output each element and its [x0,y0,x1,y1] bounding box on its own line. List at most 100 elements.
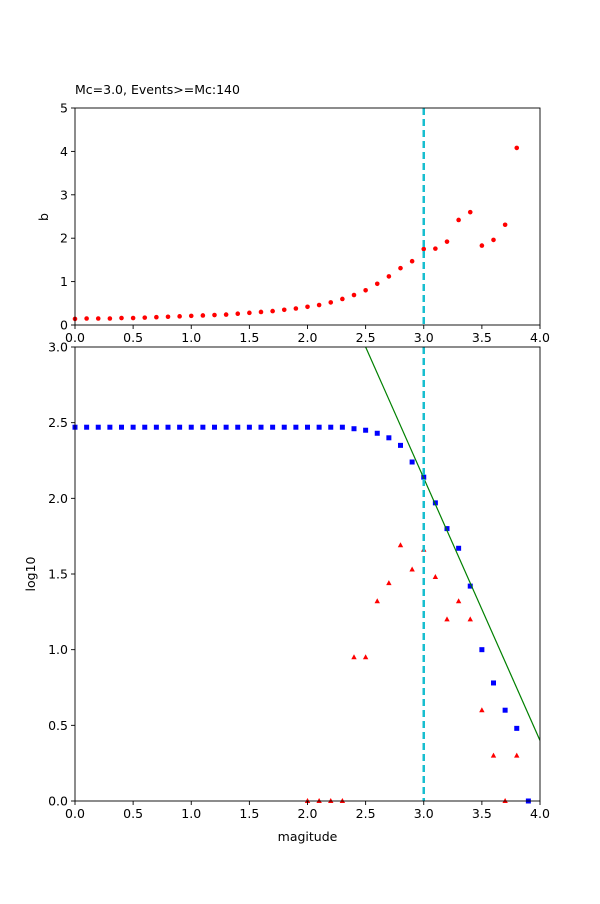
bottom-y-tick-label-3: 1.5 [48,567,68,582]
top-point-0-30 [421,246,427,252]
bottom-square-point-16 [258,424,264,430]
top-point-0-14 [235,311,241,317]
bottom-triangle-point-9 [409,566,415,572]
bottom-square-point-7 [153,424,159,430]
bottom-square-point-4 [119,424,124,430]
bottom-y-axis-label: log10 [23,556,38,591]
top-y-tick-label-5: 5 [60,101,68,116]
bottom-square-point-18 [281,424,287,430]
top-x-tick-label-7: 3.5 [472,330,492,345]
bottom-triangle-point-5 [362,654,369,660]
bottom-triangle-point-1 [316,798,322,803]
bottom-square-point-34 [467,583,473,589]
bottom-square-point-32 [444,526,450,532]
top-point-0-35 [479,243,485,248]
bottom-triangle-point-0 [304,798,311,803]
gr-fit-line [365,347,540,741]
top-point-0-6 [142,315,148,320]
top-point-0-26 [374,281,380,287]
top-point-0-36 [491,237,496,243]
top-point-0-8 [165,314,171,320]
top-point-0-24 [351,292,357,298]
bottom-square-point-15 [246,424,252,430]
bottom-x-axis-label: magitude [278,829,338,844]
top-point-0-25 [363,287,368,293]
top-x-tick-label-2: 1.0 [181,330,201,345]
bottom-square-point-33 [456,545,462,551]
top-point-0-23 [340,296,345,302]
top-point-0-9 [177,314,182,319]
bottom-y-tick-label-1: 0.5 [48,718,68,733]
bottom-y-tick-label-2: 1.0 [48,642,68,657]
bottom-square-point-12 [212,424,217,430]
top-point-0-7 [154,314,159,320]
bottom-square-point-17 [270,424,276,430]
bottom-square-point-3 [107,424,113,430]
bottom-y-tick-label-5: 2.5 [48,415,68,430]
top-point-0-21 [316,302,322,308]
top-point-0-29 [409,258,415,264]
bottom-triangle-point-12 [444,616,450,622]
top-x-tick-label-5: 2.5 [356,330,376,345]
bottom-x-tick-label-8: 4.0 [530,806,550,821]
top-y-axis-label: b [36,213,51,221]
top-point-0-1 [84,316,89,321]
bottom-square-point-22 [328,424,334,430]
top-point-0-33 [456,217,461,223]
bottom-triangle-point-16 [490,752,497,758]
top-point-0-5 [130,315,136,321]
top-point-0-12 [212,312,217,318]
bottom-x-tick-label-5: 2.5 [356,806,376,821]
top-point-0-17 [270,308,275,314]
bottom-x-tick-label-4: 2.0 [298,806,318,821]
top-y-tick-label-2: 2 [60,231,68,246]
top-point-0-13 [223,312,229,317]
bottom-square-point-14 [235,424,241,430]
bottom-square-point-20 [305,424,310,430]
top-chart-title: Mc=3.0, Events>=Mc:140 [75,82,240,97]
bottom-x-tick-label-7: 3.5 [472,806,492,821]
bottom-square-point-11 [200,424,206,430]
b-value-panel: Mc=3.0, Events>=Mc:140 b 0.0 0.5 1.0 1.5 2.0… [36,82,550,345]
top-x-tick-label-0: 0.0 [65,330,85,345]
bottom-square-point-24 [351,426,357,432]
bottom-square-point-29 [409,459,415,465]
bottom-triangle-point-17 [502,798,508,803]
bottom-square-point-27 [386,435,392,441]
top-point-0-18 [281,307,287,313]
bottom-square-point-19 [293,424,299,430]
top-point-0-28 [398,265,403,271]
bottom-triangle-point-8 [397,542,404,548]
bottom-square-point-36 [491,680,496,686]
top-point-0-32 [444,239,450,244]
bottom-square-point-23 [339,424,345,430]
bottom-triangle-point-2 [328,798,334,803]
frequency-magnitude-panel: magitude log10 0.0 0.5 1.0 1.5 2.0 2.5 3.0 3.5 4… [23,340,550,845]
bottom-square-point-5 [130,424,136,430]
top-x-tick-label-3: 1.5 [239,330,259,345]
top-point-0-20 [305,304,310,310]
top-point-0-15 [247,310,252,316]
top-x-tick-label-6: 3.0 [414,330,434,345]
top-x-tick-label-1: 0.5 [123,330,143,345]
bottom-square-point-10 [188,424,194,430]
bottom-square-point-38 [514,725,520,731]
bottom-triangle-point-4 [351,654,357,660]
bottom-square-point-1 [84,424,90,430]
top-point-0-2 [95,316,101,321]
bottom-square-point-6 [142,424,148,430]
bottom-triangle-point-18 [514,752,520,758]
top-y-tick-label-0: 0 [60,318,68,333]
bottom-square-point-21 [316,424,322,430]
bottom-square-point-13 [223,424,229,430]
bottom-square-point-37 [502,707,508,713]
bottom-y-tick-label-6: 3.0 [48,340,68,355]
bottom-square-point-25 [363,427,369,433]
bottom-x-tick-label-6: 3.0 [414,806,434,821]
top-point-0-34 [467,209,473,215]
bottom-x-tick-label-0: 0.0 [65,806,85,821]
bottom-triangle-point-6 [374,598,380,604]
